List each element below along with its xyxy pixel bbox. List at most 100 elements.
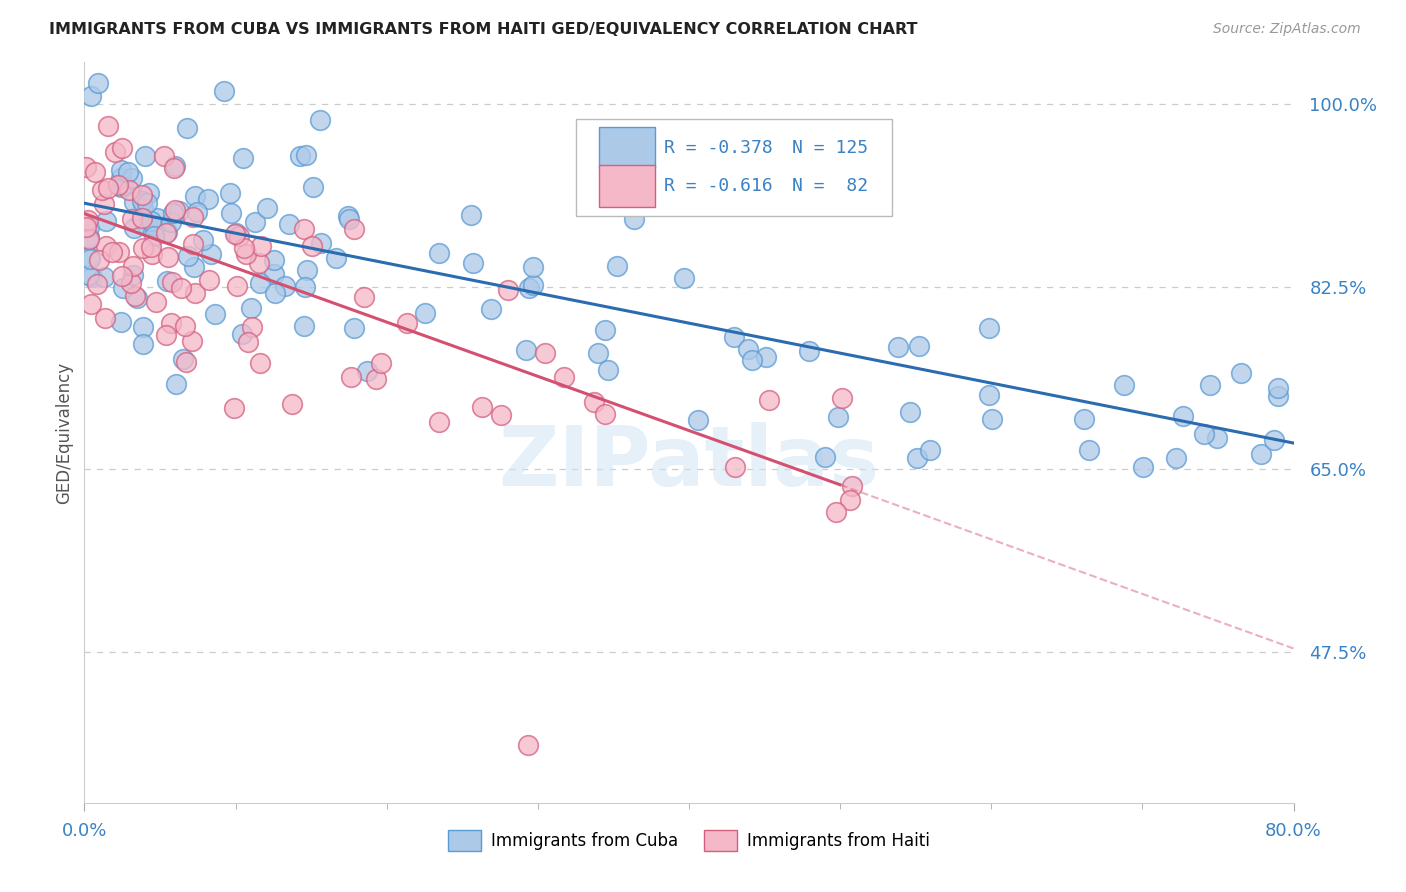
Y-axis label: GED/Equivalency: GED/Equivalency (55, 361, 73, 504)
Text: R = -0.378: R = -0.378 (664, 138, 772, 157)
Point (553, 370, 575, 384)
Point (176, 120, 198, 135)
Point (132, 319, 155, 334)
Point (160, 316, 183, 330)
Point (224, 227, 246, 242)
Point (141, 214, 163, 228)
Point (110, 163, 132, 178)
Point (121, 171, 143, 186)
Point (593, 323, 616, 337)
Point (181, 237, 204, 252)
Point (1132, 460, 1154, 475)
Point (1114, 378, 1136, 392)
FancyBboxPatch shape (599, 127, 655, 169)
Legend: Immigrants from Cuba, Immigrants from Haiti: Immigrants from Cuba, Immigrants from Ha… (441, 823, 936, 857)
Point (343, 222, 366, 236)
Point (191, 233, 214, 247)
Point (94, 214, 117, 228)
Point (353, 290, 375, 304)
Point (155, 227, 177, 241)
Point (173, 319, 195, 334)
Point (139, 240, 162, 254)
Point (886, 340, 908, 354)
Point (183, 189, 205, 203)
Point (176, 355, 198, 369)
Point (841, 479, 863, 493)
Point (1205, 431, 1227, 445)
Point (263, 267, 285, 281)
Point (235, 247, 257, 261)
Point (167, 203, 190, 218)
Point (87, 76, 110, 90)
Point (75, 160, 97, 174)
Point (177, 249, 200, 263)
Point (135, 219, 157, 233)
Point (111, 269, 134, 284)
Point (77, 212, 100, 227)
Point (111, 141, 134, 155)
Point (741, 353, 763, 368)
Point (142, 229, 165, 244)
Point (183, 211, 205, 225)
Point (212, 84, 235, 98)
Point (516, 739, 538, 753)
Point (737, 343, 759, 357)
Point (301, 239, 323, 253)
Point (325, 251, 347, 265)
Point (294, 280, 316, 294)
Point (980, 412, 1002, 426)
Point (111, 281, 134, 295)
Point (225, 226, 247, 240)
Point (979, 321, 1001, 335)
Point (145, 211, 167, 225)
Point (97, 119, 120, 133)
Point (219, 186, 242, 200)
Point (170, 281, 193, 295)
Point (256, 201, 278, 215)
Point (340, 370, 363, 384)
Point (121, 212, 143, 227)
Point (157, 250, 180, 264)
Point (496, 283, 519, 297)
Point (797, 343, 820, 358)
Point (94, 311, 117, 326)
Point (132, 336, 155, 351)
Point (979, 388, 1001, 402)
Point (110, 180, 132, 194)
Point (107, 178, 129, 192)
Point (131, 187, 153, 202)
Point (93, 196, 115, 211)
Point (101, 245, 124, 260)
Point (336, 209, 359, 223)
Point (160, 215, 183, 229)
Point (249, 239, 271, 253)
Point (183, 260, 205, 274)
Point (309, 236, 332, 251)
Point (240, 301, 263, 316)
Point (273, 279, 295, 293)
Point (1073, 412, 1095, 426)
Point (243, 215, 266, 229)
Point (522, 277, 544, 292)
Point (236, 335, 259, 350)
Point (117, 164, 139, 178)
Text: Source: ZipAtlas.com: Source: ZipAtlas.com (1213, 22, 1361, 37)
Point (249, 276, 271, 290)
Point (118, 183, 141, 197)
Point (77, 250, 100, 264)
Point (249, 356, 271, 370)
Point (165, 159, 187, 173)
Point (131, 194, 153, 208)
Point (232, 152, 254, 166)
Point (1171, 409, 1194, 424)
Point (75, 220, 97, 235)
Point (122, 195, 145, 210)
Point (77, 219, 100, 234)
Point (89, 253, 111, 268)
Point (290, 149, 312, 163)
Point (165, 203, 187, 218)
Point (460, 208, 482, 222)
Point (356, 364, 378, 378)
Point (200, 247, 222, 261)
Point (197, 193, 219, 207)
